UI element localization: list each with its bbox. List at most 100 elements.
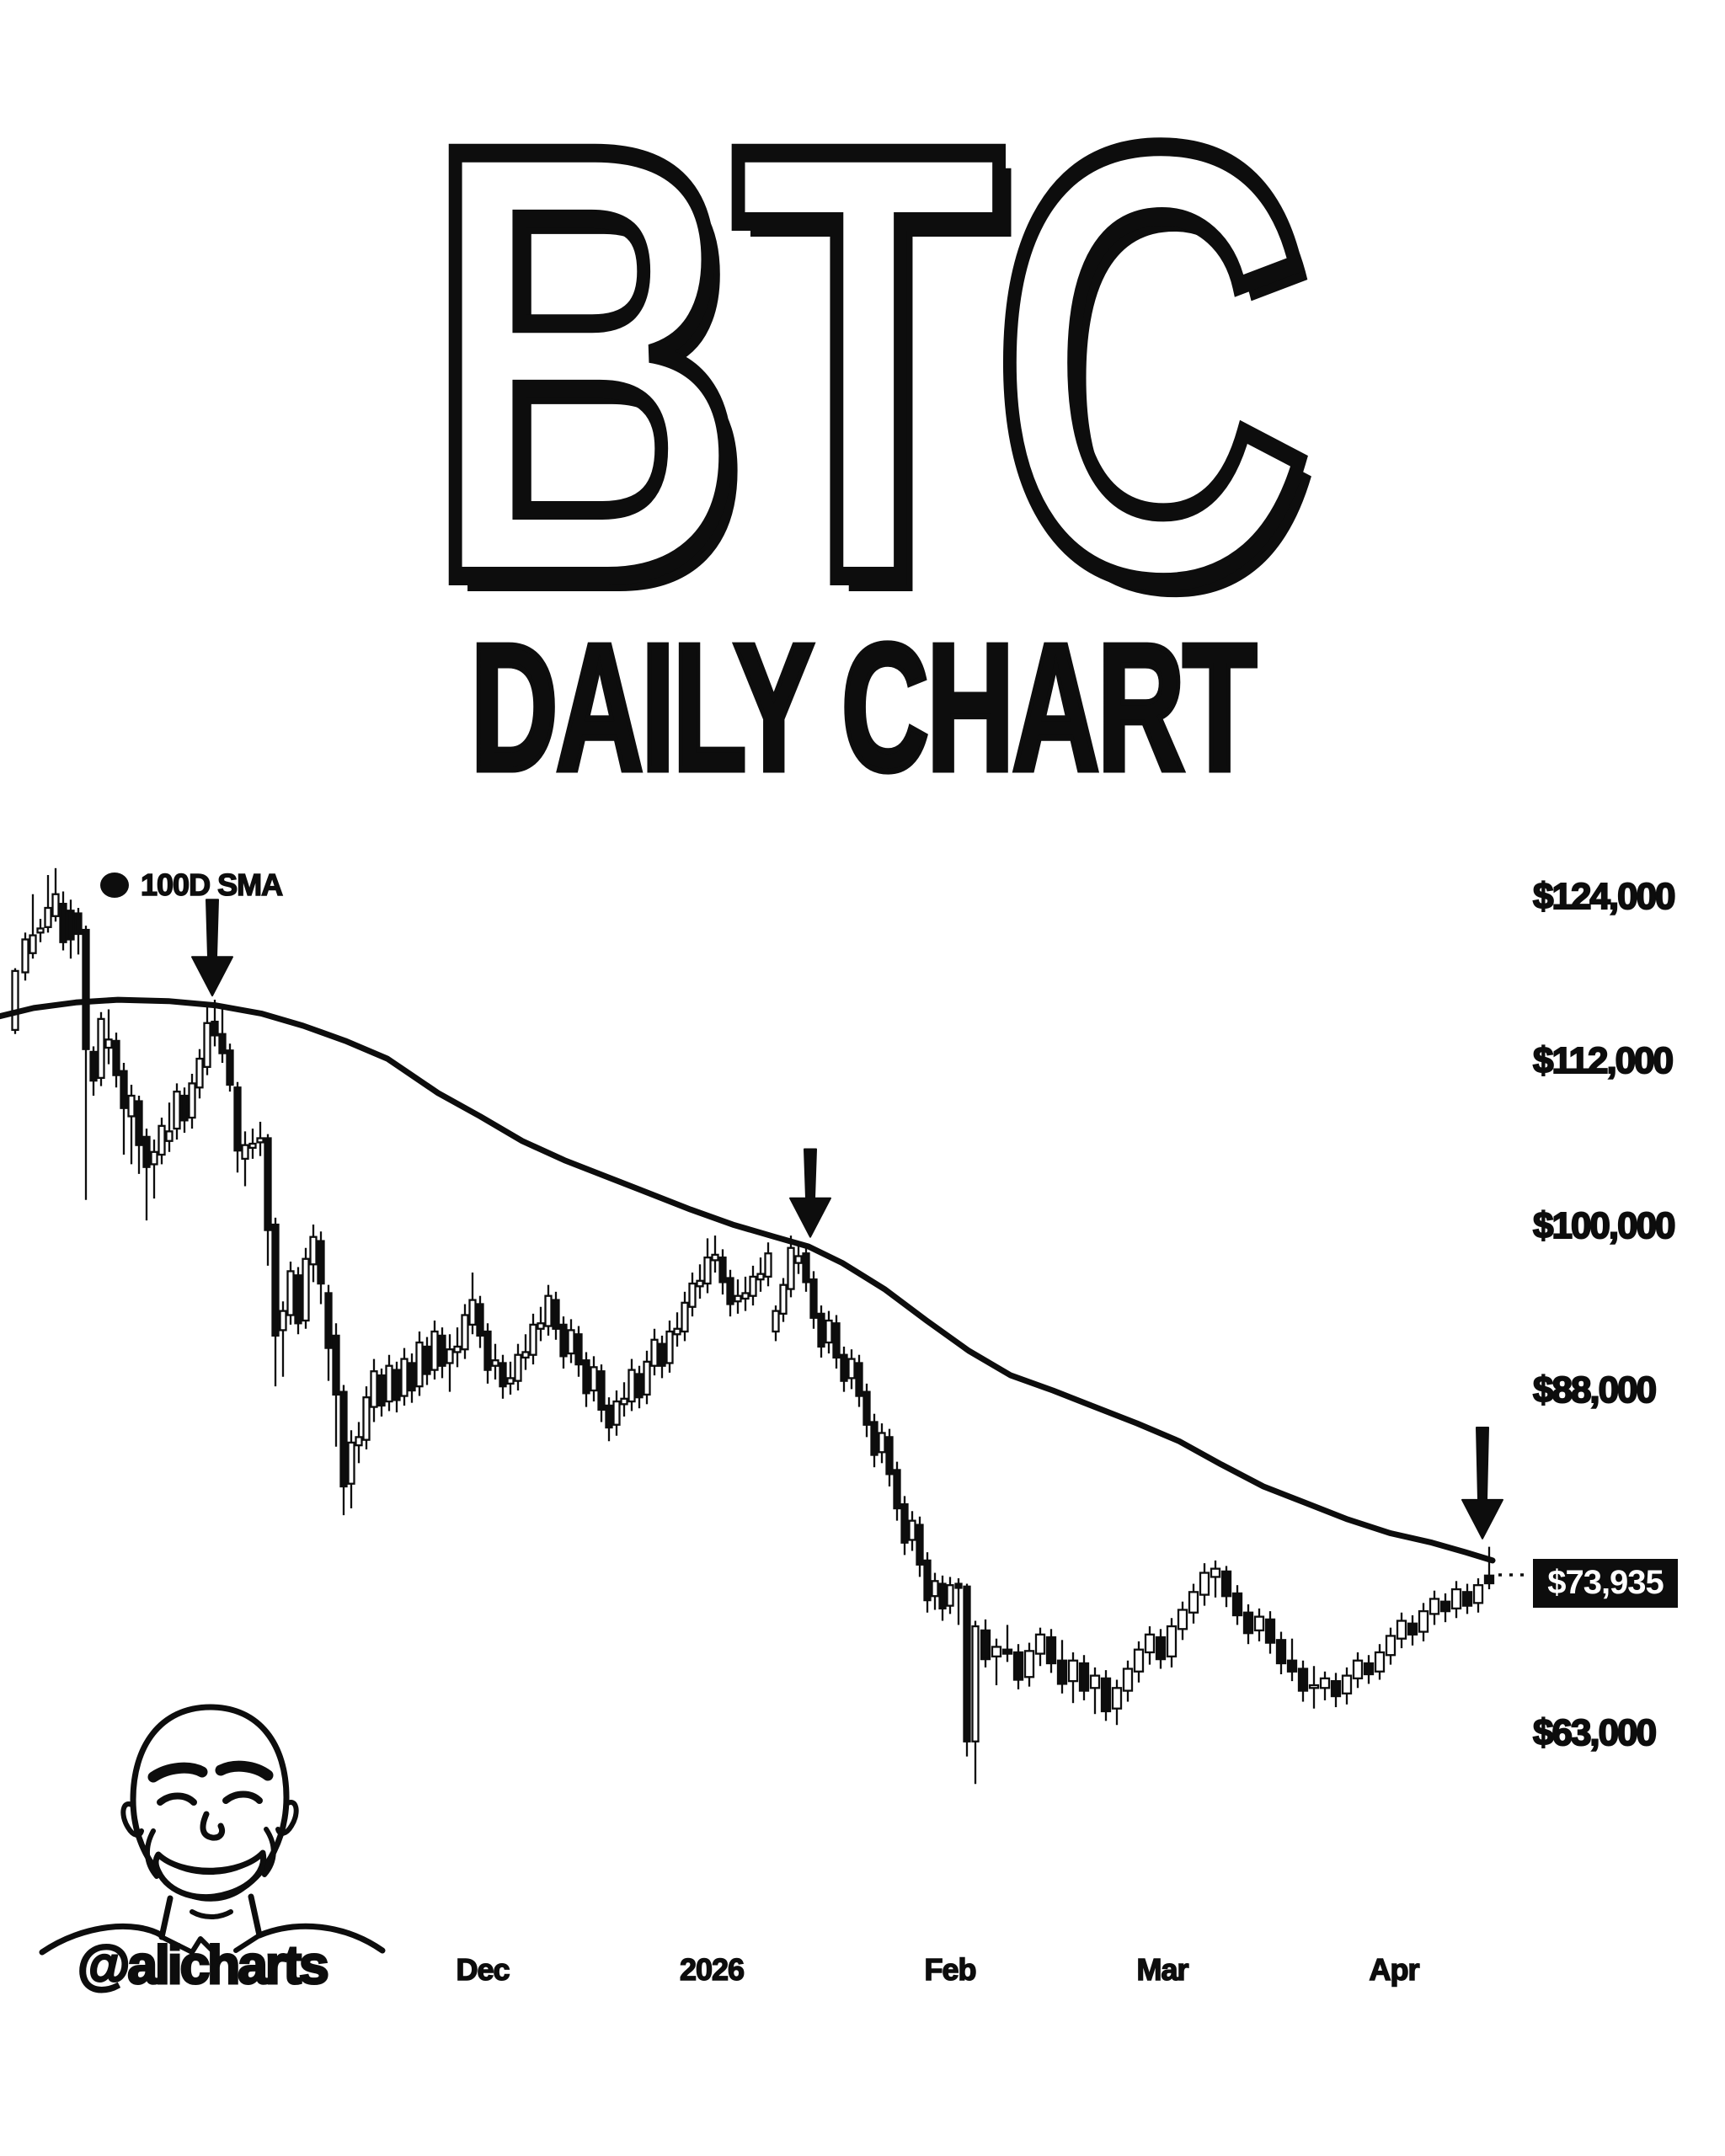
- neck-right: [248, 1893, 263, 1939]
- right-eye: [222, 1790, 263, 1804]
- candle: [1341, 1667, 1353, 1705]
- candle: [567, 1319, 575, 1364]
- candle: [954, 1578, 963, 1625]
- candle: [809, 1271, 818, 1329]
- candle: [862, 1383, 871, 1438]
- candle: [1429, 1590, 1440, 1625]
- candle: [468, 1273, 477, 1335]
- candle: [29, 894, 37, 959]
- sma-touch-arrows: [191, 899, 1503, 1540]
- candle: [847, 1349, 856, 1390]
- nose: [200, 1811, 226, 1841]
- candle: [688, 1273, 697, 1317]
- candle: [97, 1011, 105, 1086]
- candle: [1122, 1660, 1134, 1702]
- candle: [324, 1284, 333, 1381]
- sma-legend: 100D SMA: [100, 867, 284, 903]
- candle: [971, 1620, 980, 1785]
- candle: [673, 1312, 681, 1347]
- candle: [1253, 1608, 1265, 1641]
- candle: [908, 1511, 916, 1551]
- candle: [294, 1267, 302, 1335]
- x-axis-label: 2026: [679, 1951, 745, 1988]
- candle: [681, 1291, 689, 1342]
- candle: [1472, 1578, 1484, 1613]
- candle: [476, 1295, 484, 1348]
- last-price-badge: $73,935: [1533, 1558, 1678, 1608]
- candle: [44, 874, 52, 933]
- candle: [1242, 1604, 1254, 1645]
- right-laugh-line: [262, 1827, 276, 1877]
- candle: [1199, 1563, 1210, 1606]
- candle: [1155, 1629, 1167, 1669]
- candle: [195, 1049, 204, 1099]
- candle: [302, 1247, 310, 1329]
- y-axis-label: $100,000: [1532, 1204, 1677, 1247]
- candle: [521, 1334, 530, 1370]
- candle: [377, 1368, 386, 1417]
- candle: [1111, 1679, 1123, 1726]
- candle: [241, 1131, 249, 1187]
- candle: [1385, 1627, 1397, 1665]
- down-arrow-icon: [789, 1148, 831, 1238]
- candle: [142, 1129, 151, 1221]
- candle: [696, 1264, 704, 1299]
- candle: [1374, 1644, 1386, 1680]
- x-axis-label: Feb: [924, 1951, 978, 1988]
- candle: [1045, 1629, 1057, 1673]
- candle: [271, 1217, 280, 1387]
- candle: [946, 1577, 954, 1614]
- candle: [885, 1428, 894, 1486]
- candle: [1461, 1583, 1473, 1614]
- page-title: BTC: [419, 19, 1318, 707]
- candle: [264, 1134, 272, 1266]
- candle: [347, 1430, 355, 1509]
- candle: [779, 1278, 788, 1322]
- page-subtitle: DAILY CHART: [468, 606, 1258, 808]
- candle: [1067, 1652, 1079, 1704]
- candle: [772, 1305, 780, 1342]
- candle: [741, 1276, 750, 1311]
- candle: [1352, 1652, 1364, 1689]
- candle: [1056, 1640, 1068, 1694]
- shirt-left-shoulder: [39, 1923, 165, 1956]
- candle: [82, 926, 90, 1200]
- candle: [1133, 1641, 1145, 1683]
- neck-left: [158, 1895, 174, 1940]
- left-eye: [157, 1792, 197, 1806]
- candle: [233, 1081, 242, 1173]
- candle: [127, 1085, 136, 1165]
- candle: [173, 1083, 181, 1140]
- candle: [1297, 1660, 1309, 1702]
- candle: [703, 1238, 712, 1294]
- candle: [1231, 1585, 1243, 1625]
- candle: [1100, 1670, 1112, 1721]
- candle: [529, 1313, 537, 1365]
- candle: [612, 1390, 621, 1436]
- avatar-illustration: [39, 1704, 386, 1956]
- candle: [1177, 1601, 1188, 1641]
- candle: [756, 1257, 765, 1292]
- candle: [1396, 1612, 1407, 1649]
- shirt-collar-right: [233, 1933, 262, 1953]
- candle: [370, 1358, 378, 1422]
- candle: [158, 1118, 166, 1165]
- candle: [900, 1496, 909, 1556]
- candle: [203, 1003, 211, 1075]
- smile-upper-lip: [163, 1855, 259, 1875]
- candle: [711, 1235, 719, 1273]
- candle: [1166, 1618, 1178, 1668]
- candle: [112, 1033, 120, 1088]
- candle: [51, 867, 60, 922]
- candle: [1330, 1673, 1342, 1708]
- candle: [423, 1337, 431, 1385]
- candle: [1012, 1644, 1024, 1689]
- candle: [544, 1284, 553, 1336]
- candle: [870, 1413, 879, 1468]
- shirt-collar: [159, 1935, 216, 1955]
- candle: [135, 1096, 143, 1174]
- candle: [893, 1461, 901, 1521]
- left-laugh-line: [145, 1828, 159, 1879]
- candle: [1210, 1560, 1221, 1598]
- candle: [1078, 1655, 1090, 1700]
